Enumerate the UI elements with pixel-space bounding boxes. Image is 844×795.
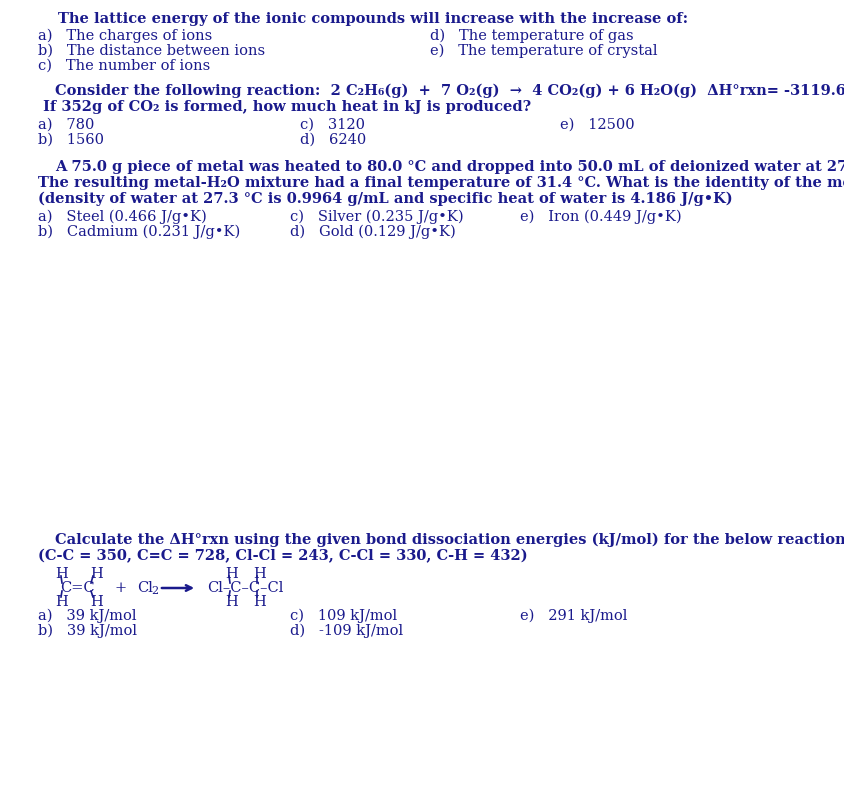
Text: 2: 2 xyxy=(151,586,158,596)
Text: H: H xyxy=(252,595,265,609)
Text: H: H xyxy=(225,595,237,609)
Text: The resulting metal-H₂O mixture had a final temperature of 31.4 °C. What is the : The resulting metal-H₂O mixture had a fi… xyxy=(38,176,844,190)
Text: c)   109 kJ/mol: c) 109 kJ/mol xyxy=(289,609,397,623)
Text: H: H xyxy=(90,567,103,581)
Text: The lattice energy of the ionic compounds will increase with the increase of:: The lattice energy of the ionic compound… xyxy=(58,12,687,26)
Text: d)   Gold (0.129 J/g•K): d) Gold (0.129 J/g•K) xyxy=(289,225,455,239)
Text: e)   The temperature of crystal: e) The temperature of crystal xyxy=(430,44,657,58)
Text: H: H xyxy=(55,567,68,581)
Text: a)   39 kJ/mol: a) 39 kJ/mol xyxy=(38,609,137,623)
Text: (C-C = 350, C=C = 728, Cl-Cl = 243, C-Cl = 330, C-H = 432): (C-C = 350, C=C = 728, Cl-Cl = 243, C-Cl… xyxy=(38,549,527,563)
Text: c)   The number of ions: c) The number of ions xyxy=(38,59,210,73)
Text: H: H xyxy=(252,567,265,581)
Text: a)   780: a) 780 xyxy=(38,118,95,132)
Text: a)   The charges of ions: a) The charges of ions xyxy=(38,29,212,44)
Text: If 352g of CO₂ is formed, how much heat in kJ is produced?: If 352g of CO₂ is formed, how much heat … xyxy=(38,100,531,114)
Text: C=C: C=C xyxy=(60,581,95,595)
Text: b)   1560: b) 1560 xyxy=(38,133,104,147)
Text: H: H xyxy=(55,595,68,609)
Text: e)   291 kJ/mol: e) 291 kJ/mol xyxy=(519,609,626,623)
Text: b)   The distance between ions: b) The distance between ions xyxy=(38,44,265,58)
Text: Cl: Cl xyxy=(137,581,153,595)
Text: H: H xyxy=(90,595,103,609)
Text: d)   6240: d) 6240 xyxy=(300,133,365,147)
Text: c)   3120: c) 3120 xyxy=(300,118,365,132)
Text: +: + xyxy=(115,581,127,595)
Text: (density of water at 27.3 °C is 0.9964 g/mL and specific heat of water is 4.186 : (density of water at 27.3 °C is 0.9964 g… xyxy=(38,192,732,207)
Text: d)   The temperature of gas: d) The temperature of gas xyxy=(430,29,633,44)
Text: H: H xyxy=(225,567,237,581)
Text: b)   Cadmium (0.231 J/g•K): b) Cadmium (0.231 J/g•K) xyxy=(38,225,240,239)
Text: d)   -109 kJ/mol: d) -109 kJ/mol xyxy=(289,624,403,638)
Text: c)   Silver (0.235 J/g•K): c) Silver (0.235 J/g•K) xyxy=(289,210,463,224)
Text: a)   Steel (0.466 J/g•K): a) Steel (0.466 J/g•K) xyxy=(38,210,207,224)
Text: e)   12500: e) 12500 xyxy=(560,118,634,132)
Text: Calculate the ΔH°rxn using the given bond dissociation energies (kJ/mol) for the: Calculate the ΔH°rxn using the given bon… xyxy=(55,533,844,548)
Text: Cl–C–C–Cl: Cl–C–C–Cl xyxy=(207,581,283,595)
Text: b)   39 kJ/mol: b) 39 kJ/mol xyxy=(38,624,137,638)
Text: A 75.0 g piece of metal was heated to 80.0 °C and dropped into 50.0 mL of deioni: A 75.0 g piece of metal was heated to 80… xyxy=(55,160,844,174)
Text: Consider the following reaction:  2 C₂H₆(g)  +  7 O₂(g)  →  4 CO₂(g) + 6 H₂O(g) : Consider the following reaction: 2 C₂H₆(… xyxy=(55,84,844,99)
Text: e)   Iron (0.449 J/g•K): e) Iron (0.449 J/g•K) xyxy=(519,210,681,224)
